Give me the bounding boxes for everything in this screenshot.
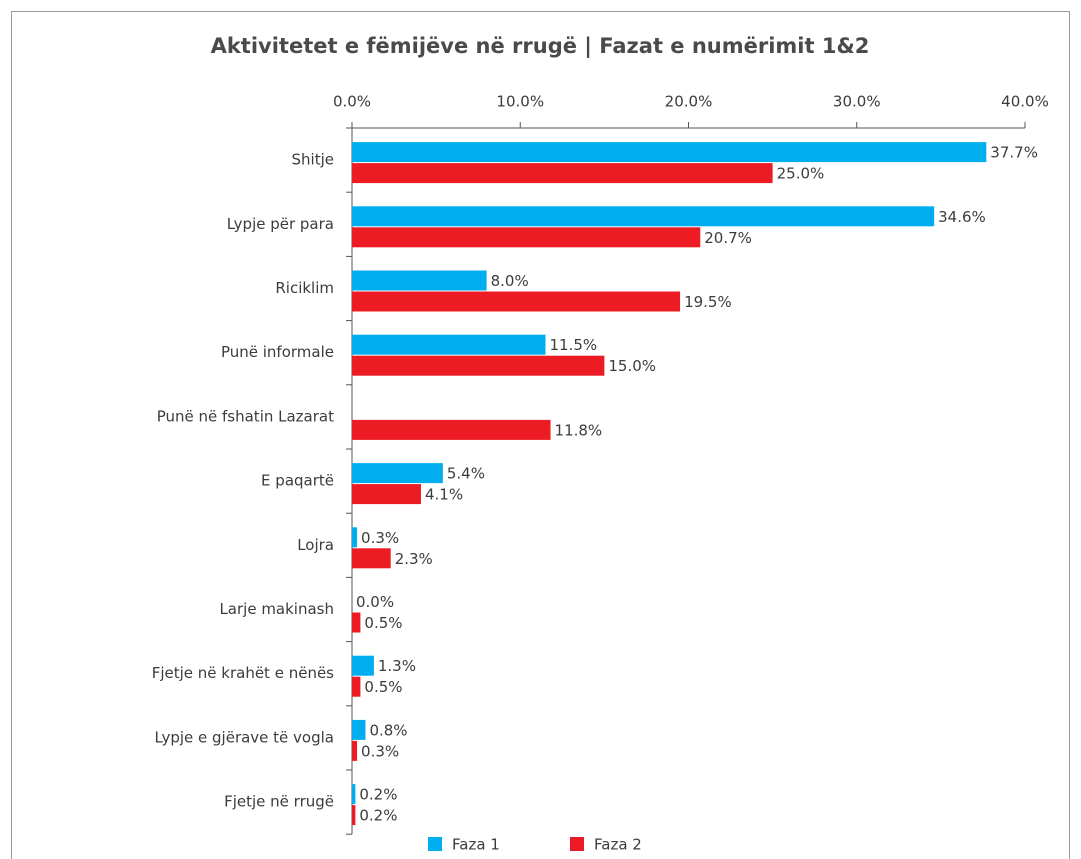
value-label: 1.3% xyxy=(378,657,416,675)
bar xyxy=(352,419,551,440)
bar xyxy=(352,548,391,569)
value-label: 0.3% xyxy=(361,742,399,760)
value-label: 0.3% xyxy=(361,529,399,547)
bar xyxy=(352,206,935,227)
value-label: 8.0% xyxy=(491,272,529,290)
y-tick-label: Larje makinash xyxy=(219,600,334,618)
x-tick-label: 0.0% xyxy=(333,93,371,111)
bar xyxy=(352,527,358,548)
x-tick-label: 30.0% xyxy=(833,93,881,111)
value-label: 0.5% xyxy=(364,678,402,696)
y-tick-label: Fjetje në rrugë xyxy=(224,793,334,811)
value-label: 0.8% xyxy=(369,721,407,739)
bar xyxy=(352,484,421,505)
y-tick-label: Lypje e gjërave të vogla xyxy=(154,728,334,746)
y-tick-label: Lojra xyxy=(297,536,334,554)
legend-swatch xyxy=(428,837,442,851)
y-tick-label: Riciklim xyxy=(275,279,334,297)
legend-label: Faza 1 xyxy=(452,836,500,854)
value-label: 25.0% xyxy=(777,165,825,183)
y-tick-label: E paqartë xyxy=(261,472,334,490)
value-label: 11.8% xyxy=(555,421,603,439)
bar xyxy=(352,805,356,826)
legend-label: Faza 2 xyxy=(594,836,642,854)
value-label: 5.4% xyxy=(447,465,485,483)
bar xyxy=(352,142,987,163)
value-label: 20.7% xyxy=(704,229,752,247)
bar xyxy=(352,655,374,676)
value-label: 2.3% xyxy=(395,550,433,568)
bar xyxy=(352,270,487,291)
bar xyxy=(352,784,356,805)
y-tick-label: Shitje xyxy=(292,151,334,169)
x-tick-label: 10.0% xyxy=(496,93,544,111)
bar xyxy=(352,355,605,376)
bar xyxy=(352,334,546,355)
y-tick-label: Lypje për para xyxy=(227,215,334,233)
bar xyxy=(352,291,681,312)
y-tick-label: Fjetje në krahët e nënës xyxy=(152,664,334,682)
x-tick-label: 40.0% xyxy=(1001,93,1049,111)
value-label: 34.6% xyxy=(938,208,986,226)
y-tick-label: Punë në fshatin Lazarat xyxy=(157,407,334,425)
bar xyxy=(352,676,361,697)
legend-swatch xyxy=(570,837,584,851)
value-label: 37.7% xyxy=(990,144,1038,162)
x-tick-label: 20.0% xyxy=(665,93,713,111)
chart-title: Aktivitetet e fëmijëve në rrugë | Fazat … xyxy=(211,34,870,59)
value-label: 0.2% xyxy=(359,786,397,804)
value-label: 0.0% xyxy=(356,593,394,611)
value-label: 4.1% xyxy=(425,486,463,504)
bar xyxy=(352,463,443,484)
frame xyxy=(11,11,1070,859)
value-label: 11.5% xyxy=(549,336,597,354)
bar xyxy=(352,227,701,248)
bar xyxy=(352,740,358,761)
y-tick-label: Punë informale xyxy=(221,343,334,361)
value-label: 0.5% xyxy=(364,614,402,632)
bar xyxy=(352,719,366,740)
value-label: 0.2% xyxy=(359,807,397,825)
value-label: 19.5% xyxy=(684,293,732,311)
bar xyxy=(352,612,361,633)
bar xyxy=(352,163,773,184)
value-label: 15.0% xyxy=(608,357,656,375)
